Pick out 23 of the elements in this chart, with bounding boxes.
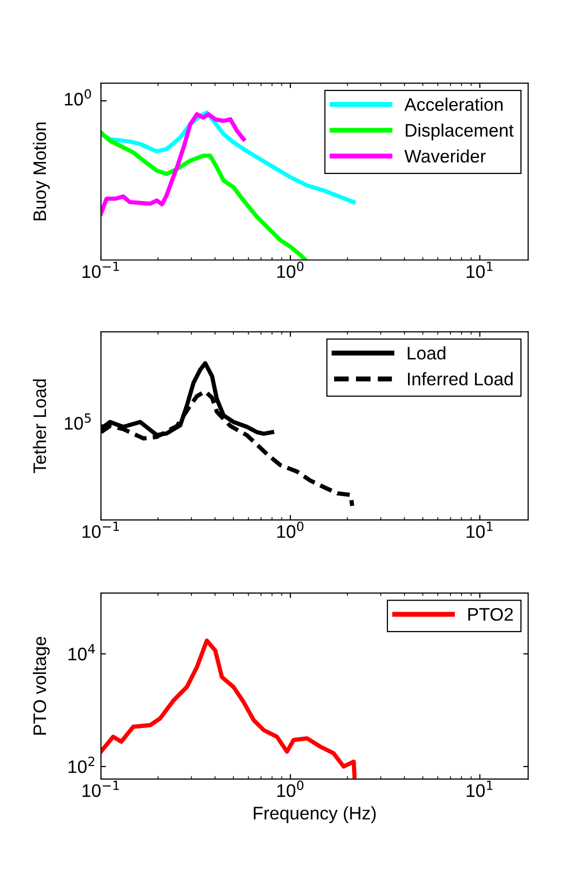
- x-tick-label: 10$^{0}$: [277, 262, 304, 278]
- y-tick-label: 10$^{2}$: [68, 756, 94, 774]
- x-axis-title: Frequency (Hz): [254, 806, 376, 824]
- x-tick-label: 10$^{−1}$: [82, 780, 119, 798]
- text: 10$^{0}$: [64, 89, 92, 106]
- legend-label: Inferred Load: [408, 372, 513, 386]
- x-tick-label: 10$^{−1}$: [82, 262, 119, 278]
- y-axis-title: Buoy Motion: [32, 122, 50, 220]
- legend-label: Displacement: [406, 123, 514, 140]
- legend-label: Acceleration: [404, 98, 503, 111]
- x-tick-label: 10$^{1}$: [466, 780, 492, 798]
- legend-label: Waverider: [404, 149, 486, 163]
- y-tick-label: 10$^{4}$: [68, 644, 95, 660]
- x-tick-label: 10$^{1}$: [466, 262, 492, 278]
- legend-label: Load: [408, 346, 446, 360]
- y-axis-title: PTO voltage: [32, 636, 50, 735]
- legend-label: PTO2: [468, 608, 513, 621]
- x-tick-label: 10$^{−1}$: [82, 522, 119, 538]
- text: 10$^{5}$: [64, 413, 91, 430]
- y-axis-title: Tether Load: [32, 379, 46, 474]
- x-tick-label: 10$^{0}$: [277, 522, 304, 538]
- x-tick-label: 10$^{0}$: [277, 780, 304, 798]
- x-tick-label: 10$^{1}$: [466, 522, 492, 538]
